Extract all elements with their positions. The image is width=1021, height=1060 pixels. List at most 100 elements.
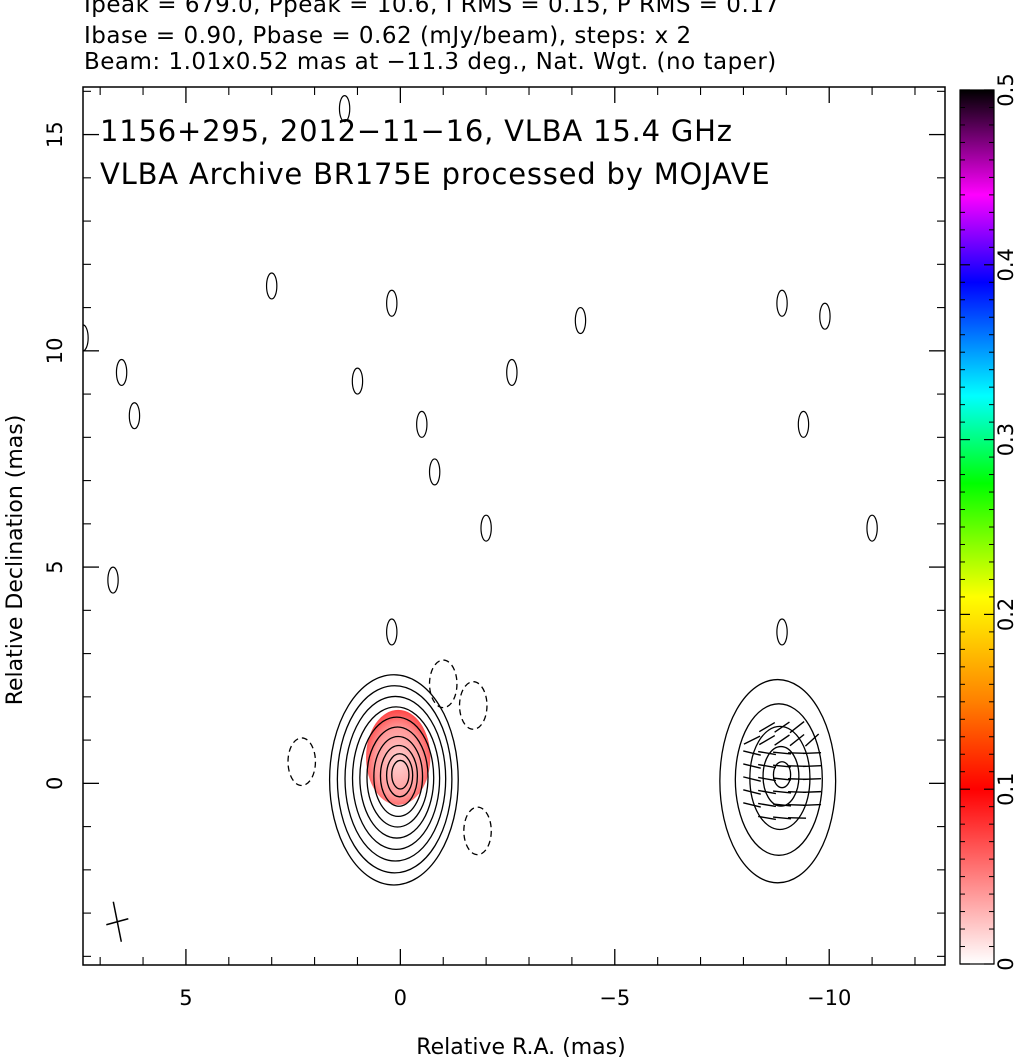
evpa-tick (743, 735, 761, 745)
y-tick-label: 5 (43, 560, 67, 573)
evpa-tick (758, 734, 776, 746)
evpa-tick (774, 734, 790, 746)
noise-contour (480, 514, 492, 542)
axes: 5 0 −5 −10 0 5 10 15 (43, 87, 945, 1010)
x-tick-label: 0 (394, 986, 407, 1010)
noise-contour (776, 289, 788, 317)
evpa-tick (773, 790, 792, 794)
total-intensity-contour (328, 674, 459, 886)
noise-contour (866, 514, 878, 542)
noise-contour (819, 302, 831, 330)
total-intensity-contour (359, 716, 435, 839)
total-intensity-contour (351, 706, 441, 851)
evpa-tick (788, 765, 807, 768)
noise-contour (797, 410, 810, 438)
noise-contour (386, 289, 398, 317)
colorbar-tick-label: 0.4 (994, 248, 1018, 281)
noise-contour (776, 618, 788, 646)
evpa-tick (773, 816, 792, 820)
plot-area (83, 95, 878, 942)
noise-contour (265, 272, 278, 300)
evpa-tick (804, 733, 820, 747)
total-intensity-contour (391, 759, 410, 790)
x-tick-label: 5 (179, 986, 192, 1010)
evpa-tick (743, 776, 761, 782)
beam-minor-axis (106, 918, 129, 926)
evpa-tick (773, 764, 792, 768)
total-intensity-contour (366, 726, 429, 828)
noise-contour (506, 358, 518, 387)
evpa-tick (803, 752, 822, 755)
total-intensity-contour (336, 685, 453, 874)
evpa-tick (758, 776, 777, 782)
colorbar-tick-label: 0.5 (994, 73, 1018, 106)
evpa-tick (743, 763, 761, 769)
noise-contour (428, 458, 441, 486)
total-intensity-contour (344, 695, 447, 862)
evpa-tick (803, 777, 822, 781)
x-tick-label: −5 (599, 986, 630, 1010)
noise-contour (128, 402, 141, 430)
x-axis-label: Relative R.A. (mas) (416, 1035, 625, 1060)
header-line-1: Ipeak = 679.0, Ppeak = 10.6, I RMS = 0.1… (84, 0, 780, 18)
negative-contour (428, 659, 458, 709)
archive-annotation: VLBA Archive BR175E processed by MOJAVE (100, 157, 771, 191)
colorbar-tick-label: 0.3 (994, 423, 1018, 456)
evpa-tick (774, 721, 790, 733)
evpa-tick (788, 816, 807, 819)
header-line-2: Ibase = 0.90, Pbase = 0.62 (mJy/beam), s… (84, 23, 692, 49)
negative-contour (458, 681, 488, 730)
noise-contour (107, 566, 119, 594)
polarized-intensity-contour (734, 703, 823, 856)
evpa-tick (743, 750, 761, 756)
evpa-tick (789, 733, 805, 747)
evpa-tick (803, 764, 822, 768)
evpa-tick (788, 778, 807, 780)
y-tick-label: 15 (43, 121, 67, 148)
evpa-tick (758, 802, 777, 808)
evpa-tick (758, 763, 777, 769)
total-intensity-contour (385, 753, 414, 798)
polarized-intensity-contour (772, 761, 792, 789)
total-intensity-contour (379, 744, 419, 807)
evpa-tick (773, 777, 792, 781)
evpa-tick (758, 789, 777, 795)
evpa-tick (788, 804, 807, 806)
negative-contour (463, 806, 492, 856)
noise-contour (574, 306, 587, 335)
colorbar-axis: 0 0.1 0.2 0.3 0.4 0.5 (960, 73, 1018, 971)
noise-contour (338, 95, 351, 123)
y-tick-label: 0 (43, 777, 67, 790)
noise-contour (351, 367, 364, 395)
evpa-tick (758, 721, 776, 733)
evpa-tick (803, 803, 822, 807)
noise-contour (416, 410, 428, 438)
polarized-intensity-contour (762, 745, 800, 807)
y-tick-label: 10 (43, 337, 67, 364)
colorbar-tick-label: 0.2 (994, 598, 1018, 631)
header-line-3: Beam: 1.01x0.52 mas at −11.3 deg., Nat. … (84, 49, 777, 75)
colorbar-tick-label: 0 (994, 957, 1018, 970)
plot-frame (82, 86, 946, 966)
y-axis-label: Relative Declination (mas) (3, 415, 28, 706)
evpa-tick (789, 720, 805, 734)
polarized-intensity-contour (719, 678, 837, 884)
negative-contour (287, 737, 317, 787)
noise-contour (115, 358, 128, 387)
evpa-tick (743, 789, 761, 795)
noise-contour (83, 324, 89, 352)
evpa-tick (788, 752, 807, 755)
total-intensity-contour (373, 735, 424, 818)
evpa-tick (758, 750, 777, 756)
x-tick-label: −10 (807, 986, 851, 1010)
evpa-tick (758, 815, 777, 821)
evpa-tick (743, 802, 761, 808)
evpa-tick (788, 791, 807, 793)
colorbar-tick-label: 0.1 (994, 772, 1018, 805)
evpa-tick (773, 751, 792, 755)
colorbar (959, 89, 995, 965)
noise-contour (386, 618, 398, 646)
source-annotation: 1156+295, 2012−11−16, VLBA 15.4 GHz (100, 114, 733, 148)
evpa-tick (803, 790, 822, 794)
